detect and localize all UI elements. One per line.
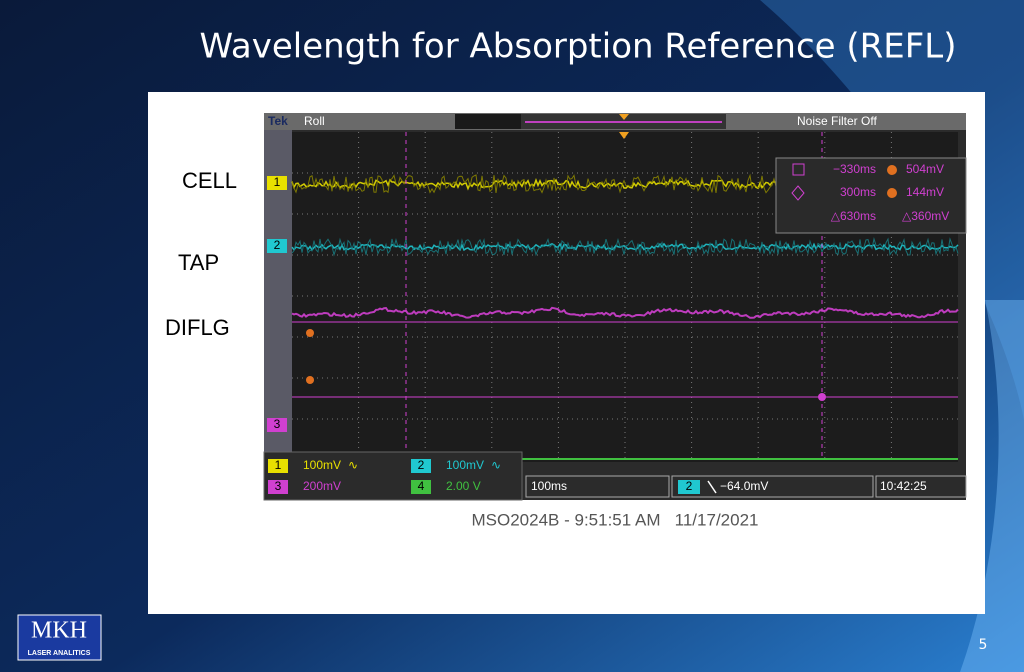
marker-badge	[267, 176, 287, 190]
cursor-icon	[792, 163, 805, 176]
cursor-dot	[306, 329, 314, 337]
badge	[268, 480, 288, 494]
channel-id: 2	[418, 458, 425, 472]
waveform	[291, 306, 959, 319]
slope-icon	[707, 480, 717, 494]
trace-label: CELL	[182, 168, 237, 193]
badge	[411, 480, 431, 494]
channel-id: 1	[275, 458, 282, 472]
oscilloscope: Tek Roll Noise Filter Off 1 2 3 −330ms 5…	[263, 113, 967, 501]
marker-badge	[267, 239, 287, 253]
caption: MSO2024B - 9:51:51 AM 11/17/2021	[472, 510, 759, 529]
clock: 10:42:25	[880, 479, 927, 493]
coupling: ∿	[348, 458, 358, 472]
cursor-value: △360mV	[902, 209, 949, 223]
cursor-value: 144mV	[906, 185, 944, 199]
filter-status: Noise Filter Off	[797, 114, 877, 128]
cursor-readout	[775, 157, 967, 234]
trace-label: DIFLG	[165, 315, 230, 340]
page-number: 5	[979, 637, 988, 653]
channel-marker: 3	[274, 417, 281, 431]
timebase: 100ms	[531, 479, 567, 493]
logo-name: MKH	[31, 618, 87, 644]
cursor-value: △630ms	[831, 209, 876, 223]
brand: Tek	[268, 114, 288, 128]
logo	[17, 614, 102, 661]
trigger-marker	[619, 114, 629, 120]
waveform	[291, 237, 959, 257]
cursor-dot	[306, 376, 314, 384]
badge	[268, 459, 288, 473]
cursor-icon	[791, 185, 805, 201]
marker-badge	[267, 418, 287, 432]
cursor-value: 504mV	[906, 162, 944, 176]
cursor-dot	[818, 393, 826, 401]
channel-scale: 100mV	[446, 458, 484, 472]
channel-scale: 100mV	[303, 458, 341, 472]
channel-markers: 1 2 3	[267, 175, 287, 432]
channel-scale: 200mV	[303, 479, 341, 493]
clock-box	[875, 475, 967, 498]
trigger-level: −64.0mV	[720, 479, 768, 493]
mode: Roll	[304, 114, 325, 128]
decor	[960, 300, 1024, 672]
cursor-icon	[887, 165, 897, 175]
channel-marker: 2	[274, 238, 281, 252]
timebase-box	[525, 475, 670, 498]
logo-tagline: LASER ANALITICS	[28, 650, 91, 657]
trigger-point	[619, 132, 629, 139]
badge	[411, 459, 431, 473]
trigger-box	[671, 475, 874, 498]
cursor-value: −330ms	[833, 162, 876, 176]
channel-scale: 2.00 V	[446, 479, 481, 493]
channel-panel	[263, 451, 523, 501]
coupling: ∿	[491, 458, 501, 472]
top-bar-gap	[455, 114, 521, 129]
trace-label: TAP	[178, 250, 219, 275]
cursor-icon	[887, 188, 897, 198]
channel-marker: 1	[274, 175, 281, 189]
badge	[678, 480, 700, 494]
channel-id: 3	[275, 479, 282, 493]
cursor-value: 300ms	[840, 185, 876, 199]
slide-title: Wavelength for Absorption Reference (REF…	[199, 27, 956, 67]
trigger-channel: 2	[686, 479, 693, 493]
channel-id: 4	[418, 479, 425, 493]
